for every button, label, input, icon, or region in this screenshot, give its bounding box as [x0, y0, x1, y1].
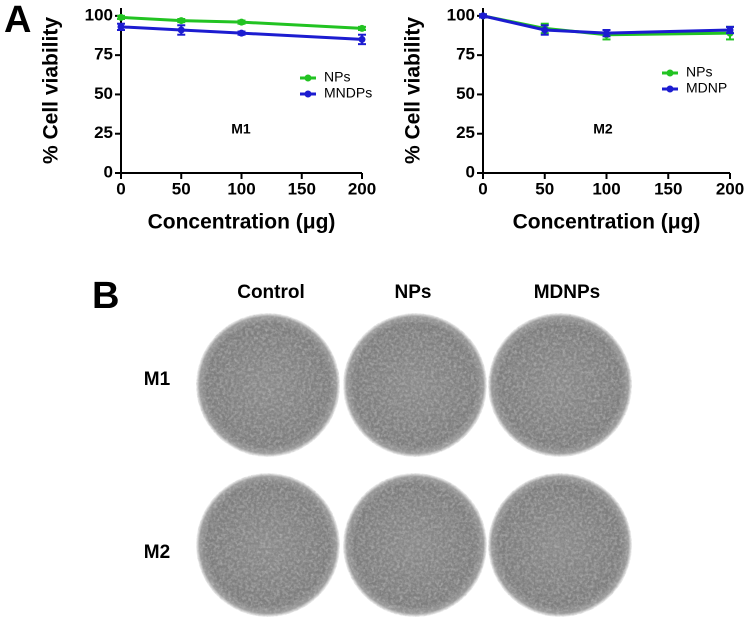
data-point	[117, 23, 125, 31]
y-axis-label: % Cell viability	[402, 17, 425, 164]
y-tick-label: 75	[456, 45, 475, 64]
panel-label: B	[92, 275, 119, 317]
y-tick-label: 0	[466, 162, 475, 181]
data-point	[358, 35, 366, 43]
data-point	[238, 29, 245, 37]
data-point	[238, 18, 245, 26]
series-line	[482, 14, 731, 35]
x-tick-label: 50	[535, 179, 554, 198]
x-tick-label: 200	[716, 179, 744, 198]
legend-marker	[304, 90, 312, 98]
annotation: M2	[593, 121, 613, 137]
y-tick-label: 100	[447, 5, 475, 24]
x-tick-label: 0	[116, 179, 125, 198]
legend-label: MNDPs	[324, 85, 372, 101]
series-line	[120, 15, 363, 30]
panel-label: A	[4, 0, 31, 41]
y-tick-label: 0	[104, 162, 113, 181]
column-label: MDNPs	[534, 282, 601, 303]
legend-label: NPs	[686, 64, 712, 80]
y-tick-label: 50	[456, 84, 475, 103]
x-axis-label: Concentration (μg)	[148, 211, 336, 234]
legend-marker	[666, 69, 674, 77]
y-tick-label: 50	[94, 84, 113, 103]
data-point	[541, 26, 549, 34]
micrograph	[196, 313, 340, 457]
legend-label: MDNP	[686, 80, 727, 96]
x-axis-label: Concentration (μg)	[513, 211, 701, 234]
y-tick-label: 25	[94, 123, 113, 142]
legend-label: NPs	[324, 69, 350, 85]
annotation: M1	[231, 121, 251, 137]
legend-marker	[666, 85, 674, 93]
x-tick-label: 0	[478, 179, 487, 198]
micrograph	[488, 473, 632, 617]
micrograph	[488, 313, 632, 457]
data-point	[177, 26, 185, 34]
y-tick-label: 25	[456, 123, 475, 142]
x-tick-label: 200	[348, 179, 376, 198]
chart: 0 25 50 75 100 0 50 100 150 200 Concentration (μg)…	[402, 5, 745, 233]
data-point	[177, 17, 185, 25]
x-tick-label: 100	[227, 179, 255, 198]
micrograph	[343, 313, 487, 457]
x-tick-label: 150	[654, 179, 682, 198]
data-point	[117, 13, 125, 21]
y-axis-label: % Cell viability	[40, 17, 63, 164]
row-label: M2	[144, 542, 170, 563]
data-point	[479, 12, 487, 20]
column-label: Control	[237, 282, 305, 303]
chart: 0 25 50 75 100 0 50 100 150 200 Concentration (μg)…	[40, 5, 377, 233]
series-line	[120, 25, 363, 41]
y-tick-label: 100	[85, 5, 113, 24]
y-tick-label: 75	[94, 45, 113, 64]
column-label: NPs	[395, 282, 432, 303]
x-tick-label: 100	[592, 179, 620, 198]
x-tick-label: 150	[288, 179, 316, 198]
data-point	[603, 29, 610, 37]
micrograph	[343, 473, 487, 617]
legend-marker	[304, 74, 312, 82]
micrograph	[196, 473, 340, 617]
row-label: M1	[144, 369, 171, 390]
x-tick-label: 50	[172, 179, 191, 198]
data-point	[358, 24, 366, 32]
data-point	[726, 26, 734, 34]
micrograph-grid: Control NPs MDNPs M1 M2	[144, 282, 632, 617]
